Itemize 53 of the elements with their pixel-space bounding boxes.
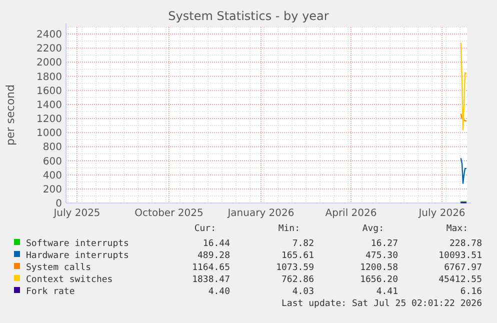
x-tick-label: January 2026 bbox=[226, 208, 294, 219]
y-axis-title: per second bbox=[4, 84, 17, 146]
y-tick-label: 600 bbox=[42, 156, 62, 168]
line-series bbox=[460, 158, 467, 184]
text: 1838.47 bbox=[192, 275, 230, 285]
legend-label: Context switches bbox=[26, 275, 113, 285]
text: 6.16 bbox=[460, 287, 482, 297]
text: 1073.59 bbox=[276, 263, 314, 273]
y-tick-label: 1600 bbox=[36, 86, 62, 97]
legend-label: System calls bbox=[26, 263, 92, 273]
text: 4.41 bbox=[376, 287, 398, 297]
text: Last update: Sat Jul 25 02:01:22 2026 bbox=[282, 299, 482, 309]
text: 4.03 bbox=[292, 287, 314, 297]
text: 1656.20 bbox=[360, 275, 398, 285]
line-series bbox=[460, 114, 467, 122]
y-tick-label: 2400 bbox=[36, 30, 62, 41]
text: 165.61 bbox=[281, 251, 314, 261]
legend-label: Software interrupts bbox=[26, 239, 129, 249]
legend-label: Fork rate bbox=[26, 287, 75, 297]
y-tick-label: 1000 bbox=[36, 128, 62, 140]
legend-label: Hardware interrupts bbox=[26, 251, 129, 261]
text: Max: bbox=[446, 224, 468, 234]
text: 475.30 bbox=[365, 251, 398, 261]
x-tick-label: April 2026 bbox=[325, 208, 377, 219]
y-tick-label: 800 bbox=[42, 142, 62, 154]
text: 7.82 bbox=[292, 239, 314, 249]
text: 1164.65 bbox=[192, 263, 230, 273]
x-tick-label: July 2026 bbox=[418, 208, 466, 219]
text: Cur: bbox=[194, 224, 216, 234]
text: Avg: bbox=[362, 224, 384, 234]
text: 10093.51 bbox=[438, 251, 482, 261]
y-tick-label: 0 bbox=[56, 198, 62, 210]
x-tick-label: October 2025 bbox=[134, 208, 204, 219]
text: 762.86 bbox=[281, 275, 314, 285]
chart-title: System Statistics - by year bbox=[168, 9, 329, 23]
x-tick-label: July 2025 bbox=[52, 208, 100, 219]
text: 45412.55 bbox=[438, 275, 482, 285]
y-tick-label: 200 bbox=[42, 184, 62, 196]
text: 489.28 bbox=[197, 251, 230, 261]
y-tick-label: 1200 bbox=[36, 114, 62, 126]
y-tick-label: 400 bbox=[42, 170, 62, 182]
y-tick-label: 2200 bbox=[36, 44, 62, 55]
text: 6767.97 bbox=[444, 263, 482, 273]
y-tick-label: 2000 bbox=[36, 58, 62, 69]
text: 4.40 bbox=[208, 287, 230, 297]
text: Min: bbox=[278, 224, 300, 234]
text: 16.27 bbox=[370, 239, 398, 249]
y-tick-label: 1800 bbox=[36, 72, 62, 83]
y-tick-label: 1400 bbox=[36, 100, 62, 111]
line-series bbox=[460, 42, 467, 130]
text: 1200.58 bbox=[360, 263, 398, 273]
text: 16.44 bbox=[202, 239, 230, 249]
text: 228.78 bbox=[449, 239, 482, 249]
